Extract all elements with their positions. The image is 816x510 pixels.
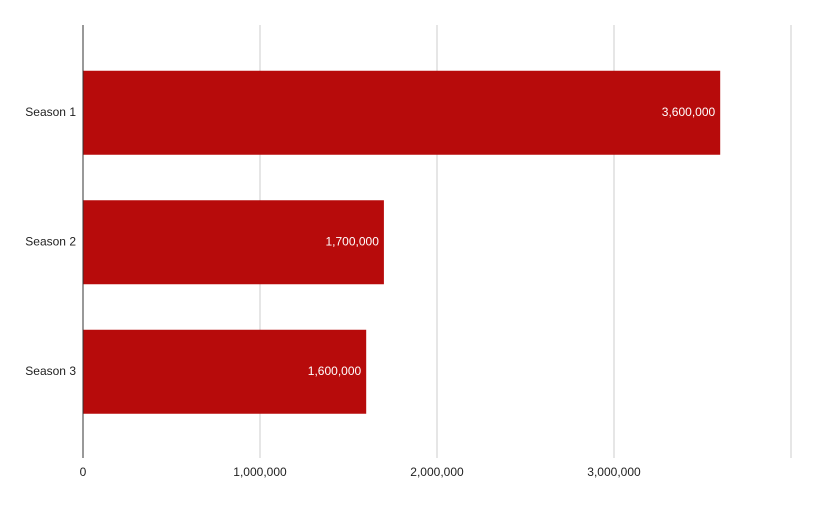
x-tick-label: 0 xyxy=(80,465,87,479)
x-tick-label: 2,000,000 xyxy=(410,465,464,479)
bar xyxy=(83,70,721,155)
x-tick-label: 3,000,000 xyxy=(587,465,641,479)
y-tick-label: Season 2 xyxy=(25,234,76,248)
bar xyxy=(83,200,384,285)
data-label: 3,600,000 xyxy=(662,105,716,119)
y-tick-label: Season 3 xyxy=(25,364,76,378)
data-label: 1,600,000 xyxy=(308,364,362,378)
data-label: 1,700,000 xyxy=(326,234,380,248)
bar xyxy=(83,329,367,414)
x-tick-label: 1,000,000 xyxy=(233,465,287,479)
y-tick-label: Season 1 xyxy=(25,105,76,119)
